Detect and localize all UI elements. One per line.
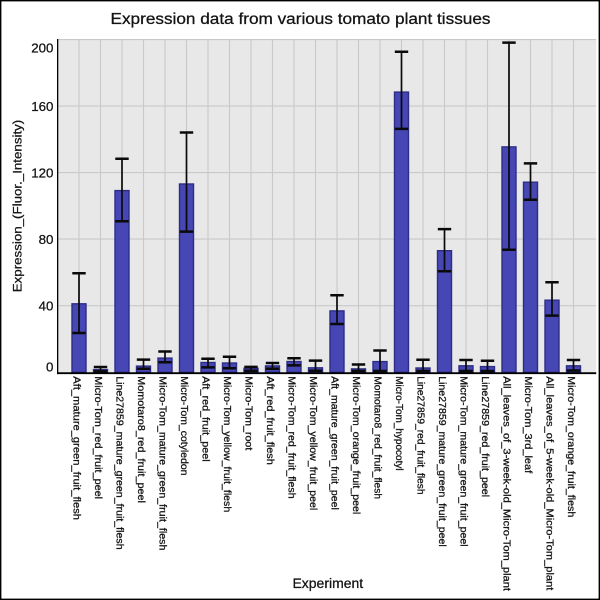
svg-text:Micro-Tom_3rd_leaf: Micro-Tom_3rd_leaf — [522, 376, 533, 473]
svg-text:200: 200 — [31, 40, 53, 55]
svg-text:Expression data from various t: Expression data from various tomato plan… — [111, 11, 491, 28]
svg-text:Micro-Tom_red_fruit_peel: Micro-Tom_red_fruit_peel — [92, 376, 103, 499]
svg-text:Aft_mature_green_fruit_flesh: Aft_mature_green_fruit_flesh — [71, 376, 82, 520]
svg-text:Line27859_mature_green_fruit_p: Line27859_mature_green_fruit_peel — [436, 376, 447, 547]
svg-text:Line27859_mature_green_fruit_f: Line27859_mature_green_fruit_flesh — [114, 376, 125, 550]
svg-text:Aft_red_fruit_flesh: Aft_red_fruit_flesh — [264, 376, 275, 465]
svg-text:120: 120 — [31, 166, 53, 181]
svg-text:Micro-Tom_red_fruit_flesh: Micro-Tom_red_fruit_flesh — [286, 376, 297, 499]
svg-text:Micro-Tom_orange_fruit_peel: Micro-Tom_orange_fruit_peel — [350, 376, 361, 514]
svg-text:Momotaro8_red_fruit_peel: Momotaro8_red_fruit_peel — [135, 376, 146, 503]
svg-text:Micro-Tom_cotyledon: Micro-Tom_cotyledon — [178, 376, 189, 476]
svg-text:Aft_mature_green_fruit_peel: Aft_mature_green_fruit_peel — [329, 376, 340, 510]
svg-text:Micro-Tom_yellow_fruit_peel: Micro-Tom_yellow_fruit_peel — [307, 376, 318, 510]
svg-text:160: 160 — [31, 99, 53, 114]
svg-text:Aft_red_fruit_peel: Aft_red_fruit_peel — [200, 376, 211, 462]
svg-text:40: 40 — [39, 299, 54, 314]
svg-text:Micro-Tom_mature_green_fruit_p: Micro-Tom_mature_green_fruit_peel — [458, 376, 469, 546]
svg-text:Micro-Tom_root: Micro-Tom_root — [243, 376, 254, 450]
svg-text:0: 0 — [46, 359, 53, 374]
svg-text:Micro-Tom_hypocotyl: Micro-Tom_hypocotyl — [393, 376, 404, 470]
svg-text:Micro-Tom_yellow_fruit_flesh: Micro-Tom_yellow_fruit_flesh — [221, 376, 232, 512]
svg-text:Experiment: Experiment — [293, 576, 364, 591]
svg-text:Expression_(Fluor._Intensity): Expression_(Fluor._Intensity) — [10, 120, 24, 293]
svg-text:Line27859_red_fruit_flesh: Line27859_red_fruit_flesh — [415, 376, 426, 495]
svg-text:All_leaves_of_5-week-old_Micro: All_leaves_of_5-week-old_Micro-Tom_plant — [544, 376, 555, 590]
svg-text:Line27859_red_fruit_peel: Line27859_red_fruit_peel — [479, 376, 490, 497]
svg-text:Micro-Tom_orange_fruit_flesh: Micro-Tom_orange_fruit_flesh — [565, 376, 576, 517]
svg-text:Micro-Tom_mature_green_fruit_f: Micro-Tom_mature_green_fruit_flesh — [157, 376, 168, 550]
svg-text:80: 80 — [39, 232, 54, 247]
svg-text:All_leaves_of_3-week-old_Micro: All_leaves_of_3-week-old_Micro-Tom_plant — [501, 376, 512, 591]
svg-text:Momotaro8_red_fruit_flesh: Momotaro8_red_fruit_flesh — [372, 376, 383, 499]
